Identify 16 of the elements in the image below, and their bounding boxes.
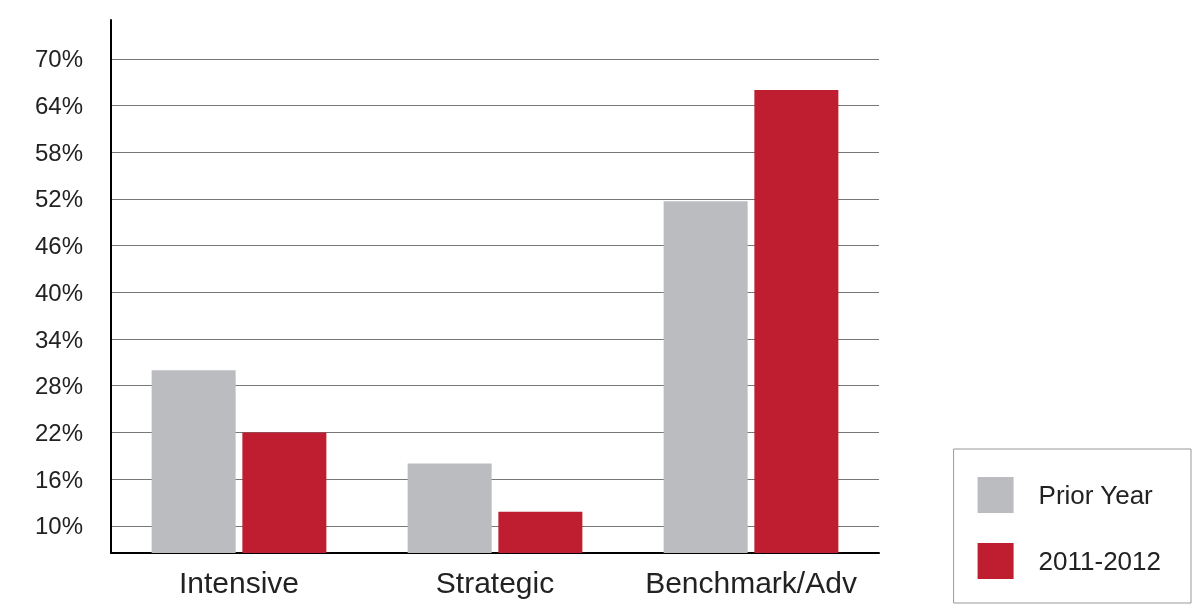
y-tick-label: 16% — [34, 465, 83, 493]
x-tick-label: Intensive — [178, 565, 300, 599]
y-tick-label: 52% — [34, 185, 83, 213]
y-tick-label: 40% — [34, 278, 83, 306]
y-tick-label: 34% — [34, 325, 83, 353]
y-tick-label: 22% — [34, 418, 83, 446]
legend-label: Prior Year — [1038, 480, 1154, 510]
y-tick-label: 70% — [34, 45, 83, 73]
y-tick-label: 58% — [34, 138, 83, 166]
y-tick-label: 64% — [34, 92, 83, 120]
x-tick-label: Benchmark/Adv — [645, 565, 857, 599]
y-tick-label: 10% — [34, 512, 83, 540]
y-tick-label: 28% — [34, 372, 83, 400]
y-tick-label: 46% — [34, 232, 83, 260]
legend-label: 2011-2012 — [1038, 546, 1162, 576]
x-tick-label: Strategic — [435, 565, 555, 599]
